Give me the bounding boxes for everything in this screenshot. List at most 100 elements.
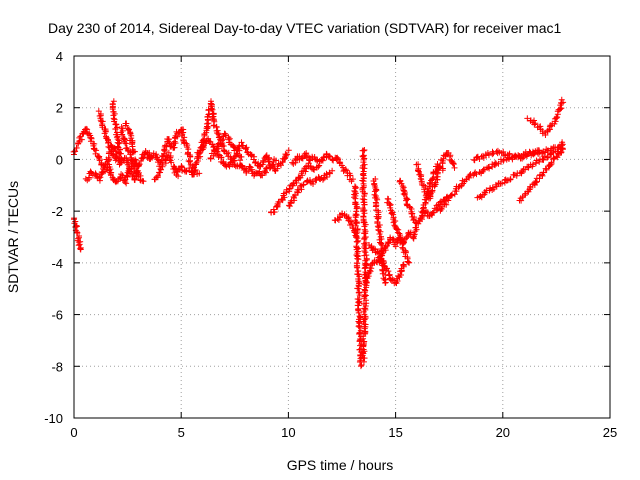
data-point <box>442 198 449 205</box>
data-point <box>180 129 187 136</box>
data-point <box>391 222 398 229</box>
data-point <box>181 134 188 141</box>
data-point <box>374 196 381 203</box>
data-point <box>360 318 367 325</box>
data-point <box>112 126 119 133</box>
data-point <box>395 272 402 279</box>
data-point <box>166 156 173 163</box>
data-point <box>217 137 224 144</box>
data-point <box>127 168 134 175</box>
data-point <box>284 151 291 158</box>
data-point <box>355 309 362 316</box>
data-point <box>359 171 366 178</box>
data-point <box>262 165 269 172</box>
data-point <box>539 150 546 157</box>
data-point <box>361 146 368 153</box>
data-point <box>548 159 555 166</box>
data-point <box>419 205 426 212</box>
data-point <box>158 166 165 173</box>
data-point <box>558 96 565 103</box>
data-point <box>355 237 362 244</box>
data-point <box>397 271 404 278</box>
data-point <box>290 180 297 187</box>
data-point <box>111 110 118 117</box>
data-point <box>310 181 317 188</box>
data-point <box>208 105 215 112</box>
data-point <box>74 229 81 236</box>
data-points <box>70 96 567 370</box>
y-tick-label: -10 <box>44 411 63 426</box>
data-point <box>389 276 396 283</box>
data-point <box>220 147 227 154</box>
data-point <box>110 98 117 105</box>
data-point <box>248 152 255 159</box>
data-point <box>379 242 386 249</box>
data-point <box>78 136 85 143</box>
data-point <box>355 289 362 296</box>
data-point <box>87 134 94 141</box>
data-point <box>361 252 368 259</box>
data-point <box>536 158 543 165</box>
data-point <box>207 155 214 162</box>
data-point <box>506 150 513 157</box>
data-point <box>97 115 104 122</box>
data-point <box>118 156 125 163</box>
data-point <box>410 231 417 238</box>
data-point <box>110 151 117 158</box>
data-point <box>119 127 126 134</box>
data-point <box>390 219 397 226</box>
data-point <box>267 164 274 171</box>
data-point <box>531 182 538 189</box>
data-point <box>399 244 406 251</box>
data-point <box>360 335 367 342</box>
data-point <box>382 279 389 286</box>
data-point <box>357 363 364 370</box>
data-point <box>242 146 249 153</box>
data-point <box>96 174 103 181</box>
data-point <box>140 178 147 185</box>
data-point <box>203 120 210 127</box>
data-point <box>376 231 383 238</box>
data-point <box>287 200 294 207</box>
data-point <box>536 175 543 182</box>
y-tick-label: -2 <box>51 204 63 219</box>
data-point <box>326 152 333 159</box>
data-point <box>283 186 290 193</box>
data-point <box>374 218 381 225</box>
data-point <box>518 169 525 176</box>
data-point <box>533 179 540 186</box>
data-point <box>357 314 364 321</box>
data-point <box>360 308 367 315</box>
data-point <box>532 120 539 127</box>
data-point <box>358 361 365 368</box>
data-point <box>96 175 103 182</box>
data-point <box>540 156 547 163</box>
x-axis-label: GPS time / hours <box>287 457 394 473</box>
x-tick-label: 25 <box>603 425 617 440</box>
data-point <box>352 184 359 191</box>
data-point <box>141 150 148 157</box>
data-point <box>131 161 138 168</box>
data-point <box>542 131 549 138</box>
data-point <box>429 175 436 182</box>
data-point <box>531 121 538 128</box>
x-tick-label: 5 <box>178 425 185 440</box>
data-point <box>154 172 161 179</box>
data-point <box>119 131 126 138</box>
y-tick-label: 2 <box>56 101 63 116</box>
data-point <box>99 118 106 125</box>
data-point <box>94 152 101 159</box>
data-point <box>286 203 293 210</box>
data-point <box>397 177 404 184</box>
y-tick-label: -8 <box>51 359 63 374</box>
data-point <box>373 187 380 194</box>
data-point <box>553 114 560 121</box>
data-point <box>225 149 232 156</box>
data-point <box>136 161 143 168</box>
data-point <box>101 130 108 137</box>
data-point <box>348 178 355 185</box>
data-point <box>370 245 377 252</box>
data-point <box>156 163 163 170</box>
data-point <box>361 230 368 237</box>
data-point <box>353 251 360 258</box>
